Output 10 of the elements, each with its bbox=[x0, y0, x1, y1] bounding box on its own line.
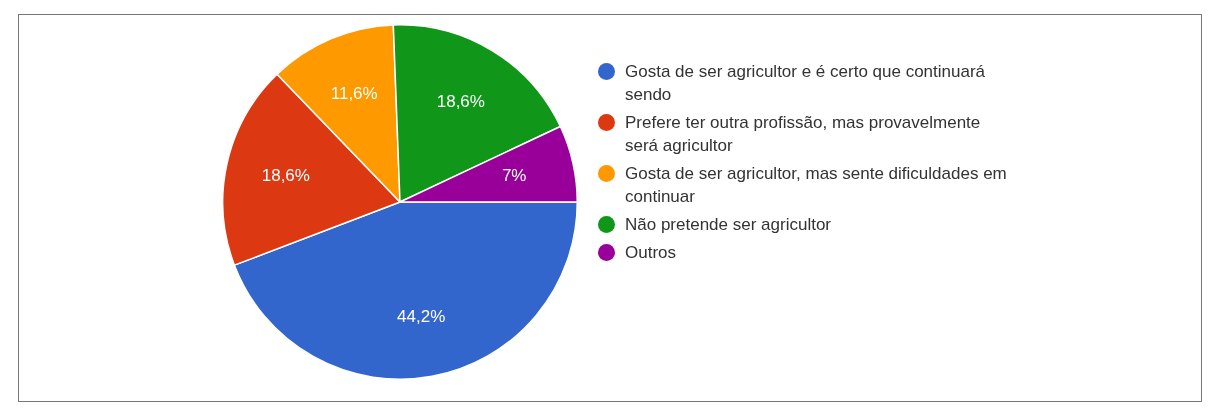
data-label: 11,6% bbox=[330, 84, 378, 104]
data-label: 7% bbox=[501, 166, 527, 186]
legend-label: Gosta de ser agricultor e é certo que continuará sendo bbox=[625, 61, 987, 106]
legend-label: Outros bbox=[625, 242, 677, 264]
legend-label: Prefere ter outra profissão, mas provavelmente será agricultor bbox=[625, 112, 982, 157]
legend-label: Não pretende ser agricultor bbox=[625, 214, 832, 236]
data-label: 18,6% bbox=[436, 91, 485, 111]
data-label: 44,2% bbox=[397, 306, 446, 326]
legend-label: Gosta de ser agricultor, mas sente dificuldades em continuar bbox=[625, 163, 1008, 208]
data-label: 18,6% bbox=[261, 166, 310, 186]
